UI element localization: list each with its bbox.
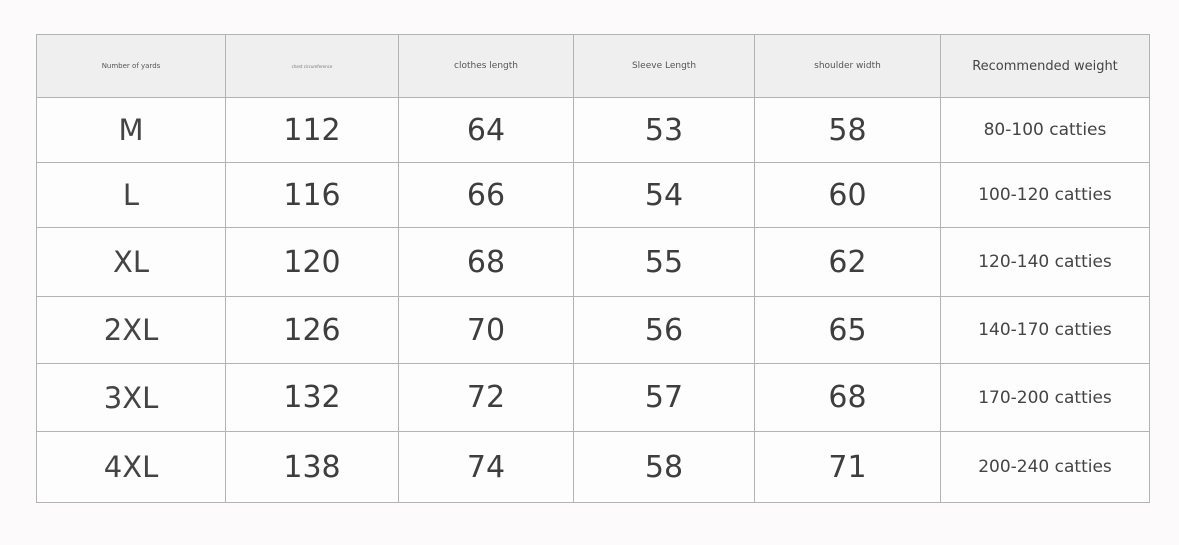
size-cell: 2XL <box>36 296 226 364</box>
length-cell: 74 <box>398 431 574 503</box>
size-chart: Number of yards chest circumference clot… <box>36 34 1150 503</box>
chest-cell: 138 <box>225 431 399 503</box>
sleeve-cell: 56 <box>573 296 755 364</box>
shoulder-cell: 60 <box>754 162 941 228</box>
header-shoulder: shoulder width <box>754 34 941 98</box>
table-row: XL 120 68 55 62 120-140 catties <box>36 227 1150 297</box>
header-chest: chest circumference <box>225 34 399 98</box>
length-cell: 64 <box>398 97 574 163</box>
chest-cell: 132 <box>225 363 399 432</box>
table-row: M 112 64 53 58 80-100 catties <box>36 97 1150 163</box>
sleeve-cell: 57 <box>573 363 755 432</box>
table-row: 4XL 138 74 58 71 200-240 catties <box>36 431 1150 503</box>
size-cell: 4XL <box>36 431 226 503</box>
header-weight: Recommended weight <box>940 34 1150 98</box>
shoulder-cell: 68 <box>754 363 941 432</box>
table-row: L 116 66 54 60 100-120 catties <box>36 162 1150 228</box>
size-cell: 3XL <box>36 363 226 432</box>
length-cell: 70 <box>398 296 574 364</box>
header-size: Number of yards <box>36 34 226 98</box>
weight-cell: 100-120 catties <box>940 162 1150 228</box>
chest-cell: 112 <box>225 97 399 163</box>
header-length: clothes length <box>398 34 574 98</box>
table-row: 2XL 126 70 56 65 140-170 catties <box>36 296 1150 364</box>
size-cell: XL <box>36 227 226 297</box>
size-table: Number of yards chest circumference clot… <box>36 34 1150 503</box>
sleeve-cell: 54 <box>573 162 755 228</box>
table-row: 3XL 132 72 57 68 170-200 catties <box>36 363 1150 432</box>
chest-cell: 116 <box>225 162 399 228</box>
weight-cell: 80-100 catties <box>940 97 1150 163</box>
size-cell: L <box>36 162 226 228</box>
size-cell: M <box>36 97 226 163</box>
shoulder-cell: 62 <box>754 227 941 297</box>
sleeve-cell: 58 <box>573 431 755 503</box>
length-cell: 68 <box>398 227 574 297</box>
weight-cell: 140-170 catties <box>940 296 1150 364</box>
sleeve-cell: 53 <box>573 97 755 163</box>
weight-cell: 200-240 catties <box>940 431 1150 503</box>
header-sleeve: Sleeve Length <box>573 34 755 98</box>
shoulder-cell: 65 <box>754 296 941 364</box>
chest-cell: 120 <box>225 227 399 297</box>
chest-cell: 126 <box>225 296 399 364</box>
shoulder-cell: 71 <box>754 431 941 503</box>
length-cell: 66 <box>398 162 574 228</box>
length-cell: 72 <box>398 363 574 432</box>
sleeve-cell: 55 <box>573 227 755 297</box>
weight-cell: 170-200 catties <box>940 363 1150 432</box>
shoulder-cell: 58 <box>754 97 941 163</box>
weight-cell: 120-140 catties <box>940 227 1150 297</box>
header-row: Number of yards chest circumference clot… <box>36 34 1150 98</box>
